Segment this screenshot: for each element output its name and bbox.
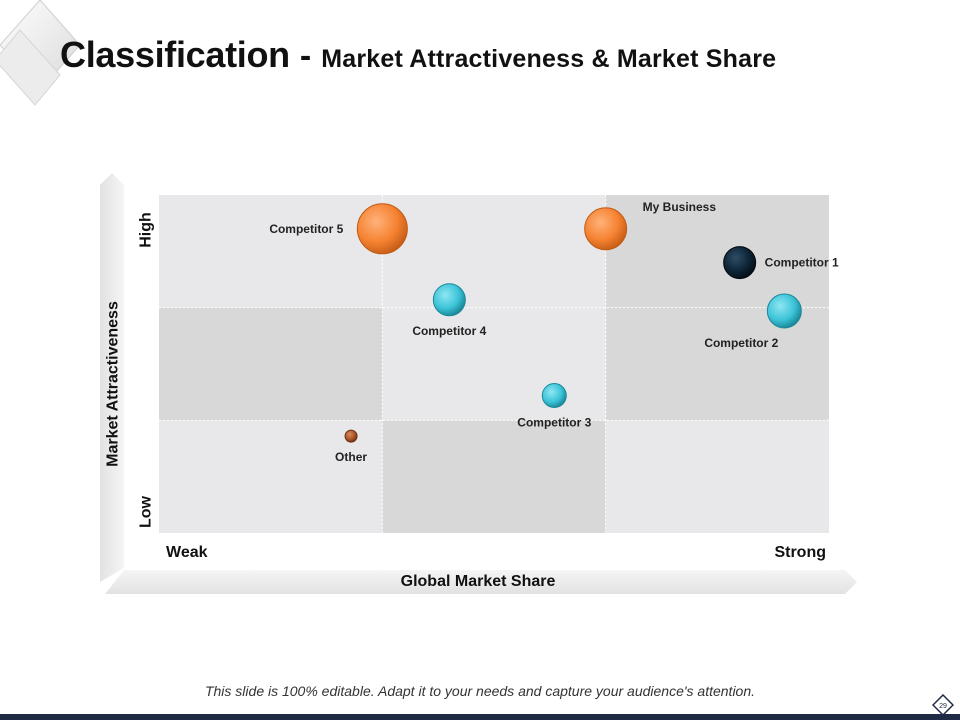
bubbles <box>344 203 802 443</box>
title-subtitle: Market Attractiveness & Market Share <box>321 45 777 73</box>
label-other: Other <box>335 450 367 464</box>
grid-cell <box>159 420 383 533</box>
y-axis-label: Market Attractiveness <box>105 301 122 467</box>
bubble-competitor-1 <box>723 246 757 280</box>
grid-cell <box>382 420 606 533</box>
grid-cells <box>159 195 829 533</box>
grid-cell <box>605 420 829 533</box>
slide-title: Classification - Market Attractiveness & M… <box>60 34 776 76</box>
footer-note: This slide is 100% editable. Adapt it to… <box>204 683 756 699</box>
bubble-competitor-3 <box>541 383 567 409</box>
title-separator: - <box>299 37 312 75</box>
grid-cell <box>382 307 606 421</box>
label-competitor-3: Competitor 3 <box>517 416 591 430</box>
y-tick-high: High <box>138 212 155 248</box>
page-number-badge: 29 <box>932 694 954 716</box>
bottom-bar <box>0 714 960 720</box>
title-main: Classification <box>60 34 290 75</box>
bubble-competitor-2 <box>766 293 802 329</box>
x-tick-strong: Strong <box>774 544 826 561</box>
label-competitor-4: Competitor 4 <box>412 324 486 338</box>
y-tick-low: Low <box>138 495 155 528</box>
grid-cell <box>605 307 829 421</box>
x-tick-weak: Weak <box>166 544 208 561</box>
bubble-other <box>344 429 358 443</box>
bubble-competitor-5 <box>356 203 408 255</box>
label-competitor-1: Competitor 1 <box>765 256 839 270</box>
grid-cell <box>159 307 383 421</box>
page-number: 29 <box>939 703 947 710</box>
label-competitor-2: Competitor 2 <box>704 336 778 350</box>
label-my-business: My Business <box>643 200 717 214</box>
x-axis-label: Global Market Share <box>401 573 556 590</box>
x-axis-arrow-band <box>105 570 857 594</box>
grid-cell <box>605 195 829 308</box>
y-axis-arrow-band <box>100 173 124 582</box>
bubble-labels: Competitor 5 My Business Competitor 1 Compe… <box>269 200 839 464</box>
bubble-my-business <box>584 207 628 251</box>
grid-cell <box>382 195 606 308</box>
bubble-competitor-4 <box>432 283 466 317</box>
grid-cell <box>159 195 383 308</box>
corner-diamond-decoration <box>0 0 81 106</box>
label-competitor-5: Competitor 5 <box>269 222 343 236</box>
